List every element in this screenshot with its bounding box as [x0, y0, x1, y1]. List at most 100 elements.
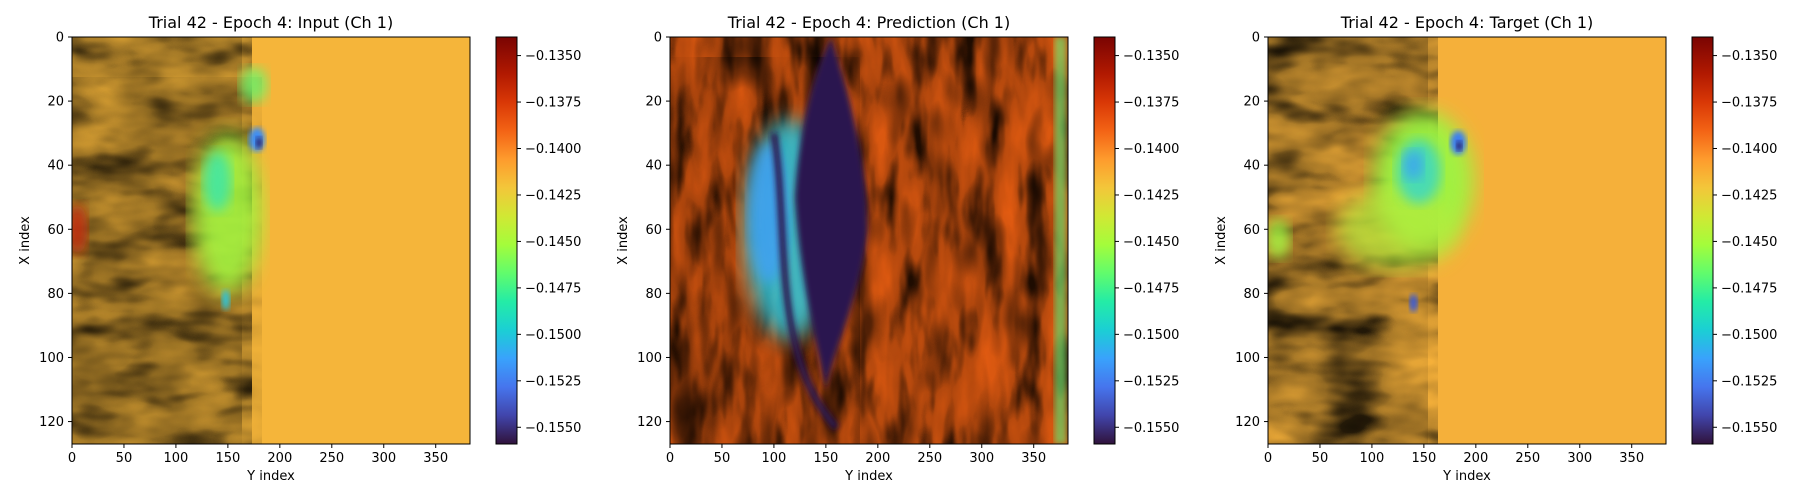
x-tick-label: 50: [116, 451, 133, 466]
heatmap-blob: [794, 37, 868, 390]
x-tick-label: 0: [666, 451, 674, 466]
colorbar-frame: [495, 36, 518, 445]
colorbar-tick-label: −0.1500: [1721, 328, 1777, 343]
x-tick-label: 300: [969, 451, 994, 466]
y-tick-label: 0: [56, 31, 64, 46]
y-tick-label: 20: [47, 95, 64, 110]
axes-frame: [1267, 36, 1667, 445]
heatmap-blob: [1337, 189, 1458, 270]
y-tick-label: 60: [47, 223, 64, 238]
x-tick-label: 100: [762, 451, 787, 466]
heatmap-blob: [221, 289, 230, 310]
heatmap-blob: [239, 67, 268, 104]
colorbar: [1094, 37, 1115, 444]
y-tick-label: 120: [39, 415, 64, 430]
colorbar: [1692, 37, 1713, 444]
x-tick-label: 350: [423, 451, 448, 466]
y-axis-label: X index: [18, 216, 33, 265]
x-tick-label: 200: [865, 451, 890, 466]
x-axis-label: Y index: [246, 469, 295, 484]
x-tick-label: 350: [1021, 451, 1046, 466]
x-tick-label: 200: [267, 451, 292, 466]
x-tick-label: 250: [917, 451, 942, 466]
colorbar-tick-label: −0.1525: [1123, 374, 1179, 389]
colorbar-tick-label: −0.1475: [525, 281, 581, 296]
colorbar-tick-label: −0.1550: [525, 421, 581, 436]
y-tick-label: 20: [645, 95, 662, 110]
colorbar-frame: [1691, 36, 1714, 445]
heatmap-blob: [1054, 37, 1067, 444]
x-tick-label: 0: [68, 451, 76, 466]
colorbar-tick-label: −0.1400: [525, 142, 581, 157]
heatmap-blob: [770, 132, 839, 431]
heatmap-blob: [203, 151, 232, 212]
colorbar-tick-label: −0.1550: [1123, 421, 1179, 436]
axes-frame: [71, 36, 471, 445]
heatmap-blob: [1403, 150, 1424, 181]
chart-title: Trial 42 - Epoch 4: Target (Ch 1): [1340, 13, 1593, 32]
x-tick-label: 150: [1411, 451, 1436, 466]
x-tick-label: 100: [1360, 451, 1385, 466]
heatmap-image: [72, 37, 470, 444]
x-tick-label: 250: [319, 451, 344, 466]
x-tick-label: 150: [813, 451, 838, 466]
colorbar-tick-label: −0.1375: [1123, 96, 1179, 111]
colorbar-tick-label: −0.1425: [1123, 188, 1179, 203]
colorbar-tick-label: −0.1350: [1123, 49, 1179, 64]
colorbar-tick-label: −0.1450: [1123, 235, 1179, 250]
heatmap-blob: [1456, 140, 1463, 151]
x-tick-label: 350: [1619, 451, 1644, 466]
x-axis-label: Y index: [1442, 469, 1491, 484]
y-tick-label: 60: [645, 223, 662, 238]
heatmap-panel-1: Trial 42 - Epoch 4: Input (Ch 1) 0 50 100 15…: [18, 13, 581, 484]
colorbar-tick-label: −0.1350: [1721, 49, 1777, 64]
y-tick-label: 60: [1243, 223, 1260, 238]
colorbar-tick-label: −0.1500: [1123, 328, 1179, 343]
y-tick-label: 20: [1243, 95, 1260, 110]
heatmap-panel-3: Trial 42 - Epoch 4: Target (Ch 1) 0 50 100 1…: [1214, 13, 1777, 484]
x-tick-label: 0: [1264, 451, 1272, 466]
heatmap-blob: [1268, 218, 1291, 259]
x-tick-label: 150: [215, 451, 240, 466]
colorbar-tick-label: −0.1550: [1721, 421, 1777, 436]
axes-frame: [669, 36, 1069, 445]
y-tick-label: 0: [1252, 31, 1260, 46]
heatmap-blob: [192, 133, 263, 294]
x-tick-label: 200: [1463, 451, 1488, 466]
heatmap-blob: [1409, 293, 1418, 312]
y-tick-label: 80: [645, 287, 662, 302]
x-tick-label: 250: [1515, 451, 1540, 466]
y-tick-label: 120: [1235, 415, 1260, 430]
colorbar-tick-label: −0.1375: [1721, 96, 1777, 111]
x-tick-label: 300: [1567, 451, 1592, 466]
y-tick-label: 100: [1235, 351, 1260, 366]
x-tick-label: 100: [164, 451, 189, 466]
x-tick-label: 300: [371, 451, 396, 466]
heatmap-image: [1268, 37, 1666, 444]
y-tick-label: 120: [637, 415, 662, 430]
y-tick-label: 80: [1243, 287, 1260, 302]
colorbar-frame: [1093, 36, 1116, 445]
colorbar-tick-label: −0.1400: [1123, 142, 1179, 157]
y-axis-label: X index: [1214, 216, 1229, 265]
colorbar: [496, 37, 517, 444]
x-axis-label: Y index: [844, 469, 893, 484]
x-tick-label: 50: [1312, 451, 1329, 466]
y-tick-label: 100: [39, 351, 64, 366]
colorbar-tick-label: −0.1450: [1721, 235, 1777, 250]
colorbar-tick-label: −0.1425: [525, 188, 581, 203]
colorbar-tick-label: −0.1425: [1721, 188, 1777, 203]
heatmap-panel-2: Trial 42 - Epoch 4: Prediction (Ch 1) 0 50…: [616, 13, 1179, 484]
colorbar-tick-label: −0.1475: [1721, 281, 1777, 296]
colorbar-tick-label: −0.1350: [525, 49, 581, 64]
colorbar-tick-label: −0.1525: [525, 374, 581, 389]
y-tick-label: 40: [645, 159, 662, 174]
colorbar-tick-label: −0.1375: [525, 96, 581, 111]
y-tick-label: 40: [47, 159, 64, 174]
heatmap-image: [670, 37, 1068, 444]
colorbar-tick-label: −0.1475: [1123, 281, 1179, 296]
heatmap-blob: [256, 136, 263, 149]
y-tick-label: 40: [1243, 159, 1260, 174]
heatmap-blob: [72, 204, 88, 255]
chart-title: Trial 42 - Epoch 4: Prediction (Ch 1): [727, 13, 1010, 32]
